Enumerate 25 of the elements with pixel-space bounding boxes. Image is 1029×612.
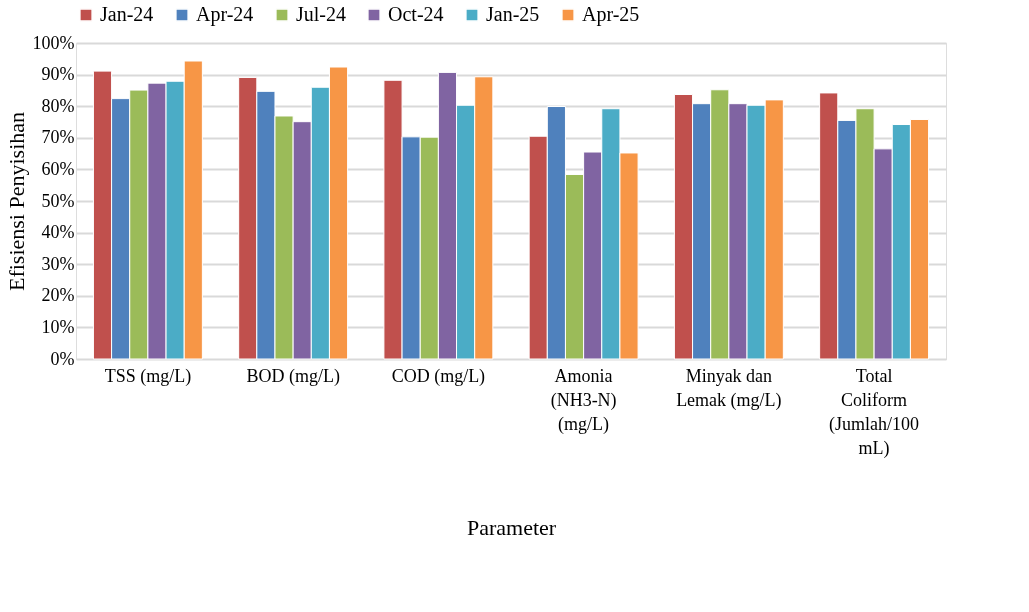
legend-label: Jul-24: [296, 3, 346, 25]
x-tick-label: Minyak dan Lemak (mg/L): [676, 365, 782, 411]
y-tick-label: 90%: [41, 64, 75, 85]
y-tick-label: 0%: [50, 348, 75, 369]
y-tick-label: 60%: [41, 158, 75, 179]
y-tick-label: 30%: [41, 253, 75, 274]
legend-label: Apr-24: [196, 3, 254, 26]
legend-label: Oct-24: [388, 3, 444, 25]
x-axis-title: Parameter: [466, 514, 557, 540]
y-tick-label: 40%: [41, 222, 75, 243]
y-tick-label: 80%: [41, 95, 75, 116]
legend-label: Jan-25: [486, 3, 540, 25]
y-tick-label: 10%: [41, 316, 75, 337]
x-tick-label: Total Coliform (Jumlah/100 mL): [829, 365, 920, 459]
x-tick-label: TSS (mg/L): [104, 365, 192, 387]
y-tick-label: 100%: [32, 32, 75, 53]
y-axis-title: Efisiensi Penyisihan: [3, 111, 29, 292]
y-tick-label: 70%: [41, 127, 75, 148]
y-tick-label: 50%: [41, 190, 75, 211]
x-tick-label: BOD (mg/L): [246, 365, 340, 387]
x-tick-label: COD (mg/L): [391, 365, 486, 387]
x-tick-label: Amonia (NH3-N) (mg/L): [550, 365, 617, 435]
legend-label: Jan-24: [100, 3, 154, 25]
y-tick-label: 20%: [41, 285, 75, 306]
legend-label: Apr-25: [582, 3, 640, 26]
